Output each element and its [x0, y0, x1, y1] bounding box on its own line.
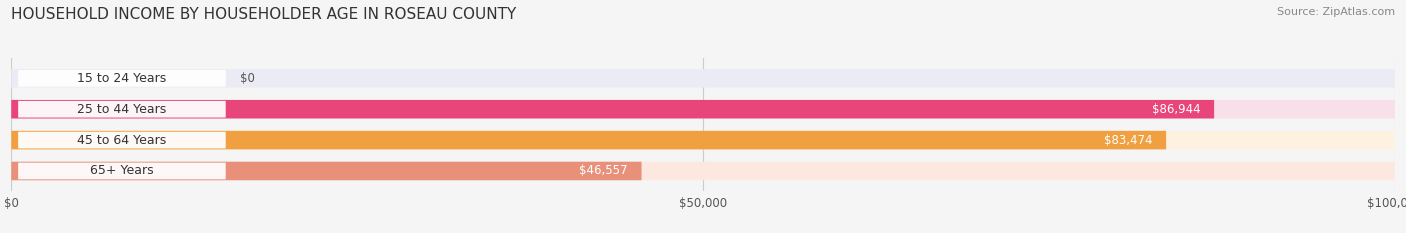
- FancyBboxPatch shape: [11, 69, 1395, 88]
- Text: $46,557: $46,557: [579, 164, 627, 178]
- FancyBboxPatch shape: [18, 132, 226, 148]
- Text: 25 to 44 Years: 25 to 44 Years: [77, 103, 166, 116]
- Text: 15 to 24 Years: 15 to 24 Years: [77, 72, 166, 85]
- FancyBboxPatch shape: [11, 100, 1215, 118]
- FancyBboxPatch shape: [18, 70, 226, 87]
- Text: Source: ZipAtlas.com: Source: ZipAtlas.com: [1277, 7, 1395, 17]
- FancyBboxPatch shape: [11, 162, 641, 180]
- Text: $0: $0: [239, 72, 254, 85]
- FancyBboxPatch shape: [11, 131, 1395, 149]
- FancyBboxPatch shape: [11, 162, 1395, 180]
- FancyBboxPatch shape: [11, 100, 1395, 118]
- FancyBboxPatch shape: [11, 131, 1166, 149]
- Text: HOUSEHOLD INCOME BY HOUSEHOLDER AGE IN ROSEAU COUNTY: HOUSEHOLD INCOME BY HOUSEHOLDER AGE IN R…: [11, 7, 516, 22]
- Text: 65+ Years: 65+ Years: [90, 164, 153, 178]
- Text: $83,474: $83,474: [1104, 134, 1153, 147]
- FancyBboxPatch shape: [18, 101, 226, 118]
- Text: 45 to 64 Years: 45 to 64 Years: [77, 134, 166, 147]
- Text: $86,944: $86,944: [1152, 103, 1201, 116]
- FancyBboxPatch shape: [18, 163, 226, 179]
